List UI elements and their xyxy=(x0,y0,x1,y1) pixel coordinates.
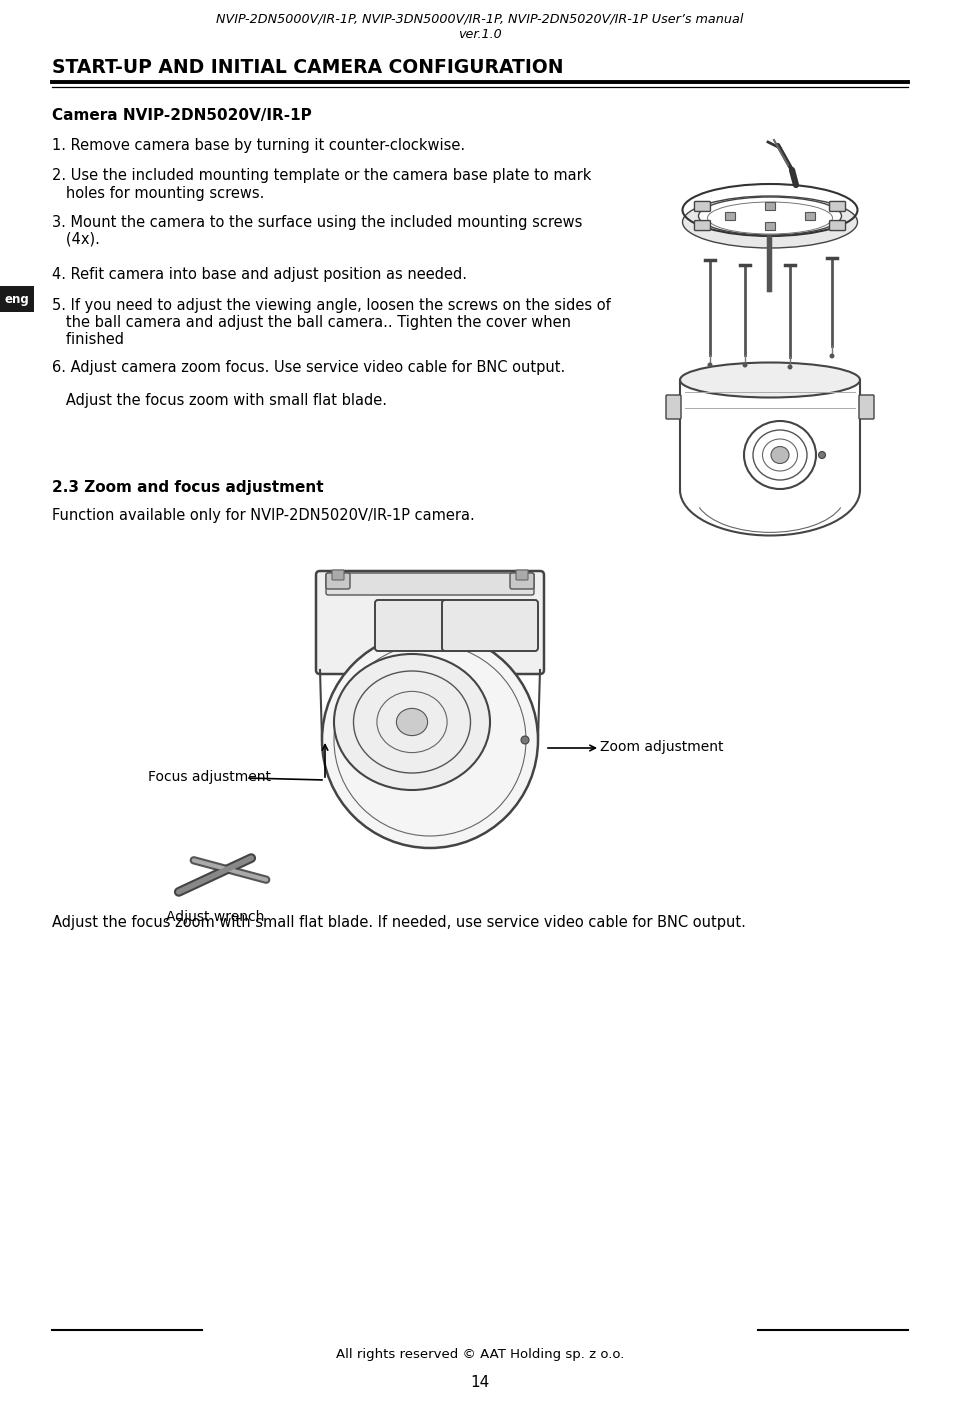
Ellipse shape xyxy=(683,197,857,249)
Ellipse shape xyxy=(699,197,842,235)
FancyBboxPatch shape xyxy=(666,395,681,419)
Text: Focus adjustment: Focus adjustment xyxy=(148,770,271,784)
Bar xyxy=(805,212,815,221)
Circle shape xyxy=(521,736,529,745)
FancyBboxPatch shape xyxy=(442,600,538,651)
Text: Adjust the focus zoom with small flat blade.: Adjust the focus zoom with small flat bl… xyxy=(52,393,387,407)
Text: START-UP AND INITIAL CAMERA CONFIGURATION: START-UP AND INITIAL CAMERA CONFIGURATIO… xyxy=(52,58,564,77)
FancyBboxPatch shape xyxy=(332,570,344,580)
FancyBboxPatch shape xyxy=(326,573,534,594)
Text: 2. Use the included mounting template or the camera base plate to mark: 2. Use the included mounting template or… xyxy=(52,169,591,183)
Text: Function available only for NVIP-2DN5020V/IR-1P camera.: Function available only for NVIP-2DN5020… xyxy=(52,509,475,523)
FancyBboxPatch shape xyxy=(859,395,874,419)
Circle shape xyxy=(819,451,826,458)
Bar xyxy=(725,212,735,221)
Ellipse shape xyxy=(396,708,427,736)
FancyBboxPatch shape xyxy=(316,570,544,674)
Text: NVIP-2DN5000V/IR-1P, NVIP-3DN5000V/IR-1P, NVIP-2DN5020V/IR-1P User’s manual: NVIP-2DN5000V/IR-1P, NVIP-3DN5000V/IR-1P… xyxy=(216,13,744,25)
FancyBboxPatch shape xyxy=(375,600,471,651)
FancyBboxPatch shape xyxy=(510,573,534,589)
Text: Adjust wrench: Adjust wrench xyxy=(166,910,264,924)
Ellipse shape xyxy=(680,362,860,398)
Text: ver.1.0: ver.1.0 xyxy=(458,28,502,41)
Circle shape xyxy=(742,362,748,368)
Ellipse shape xyxy=(322,632,538,849)
FancyBboxPatch shape xyxy=(694,201,710,212)
Circle shape xyxy=(708,362,712,368)
Text: All rights reserved © AAT Holding sp. z o.o.: All rights reserved © AAT Holding sp. z … xyxy=(336,1347,624,1361)
Text: holes for mounting screws.: holes for mounting screws. xyxy=(52,185,264,201)
Circle shape xyxy=(829,354,834,358)
FancyBboxPatch shape xyxy=(829,221,846,230)
Text: Camera NVIP-2DN5020V/IR-1P: Camera NVIP-2DN5020V/IR-1P xyxy=(52,108,312,124)
FancyBboxPatch shape xyxy=(829,201,846,212)
Text: 2.3 Zoom and focus adjustment: 2.3 Zoom and focus adjustment xyxy=(52,481,324,495)
Text: 14: 14 xyxy=(470,1375,490,1390)
FancyBboxPatch shape xyxy=(0,287,34,312)
Ellipse shape xyxy=(334,653,490,790)
Text: finished: finished xyxy=(52,332,124,347)
Text: eng: eng xyxy=(5,292,30,305)
Text: 4. Refit camera into base and adjust position as needed.: 4. Refit camera into base and adjust pos… xyxy=(52,267,467,282)
Text: the ball camera and adjust the ball camera.. Tighten the cover when: the ball camera and adjust the ball came… xyxy=(52,315,571,330)
FancyBboxPatch shape xyxy=(326,573,350,589)
Bar xyxy=(765,202,775,209)
Text: 5. If you need to adjust the viewing angle, loosen the screws on the sides of: 5. If you need to adjust the viewing ang… xyxy=(52,298,611,313)
Bar xyxy=(765,222,775,230)
FancyBboxPatch shape xyxy=(694,221,710,230)
FancyBboxPatch shape xyxy=(516,570,528,580)
Circle shape xyxy=(787,364,793,370)
Ellipse shape xyxy=(771,447,789,464)
Text: 1. Remove camera base by turning it counter-clockwise.: 1. Remove camera base by turning it coun… xyxy=(52,138,466,153)
Text: 3. Mount the camera to the surface using the included mounting screws: 3. Mount the camera to the surface using… xyxy=(52,215,583,230)
Text: Adjust the focus zoom with small flat blade. If needed, use service video cable : Adjust the focus zoom with small flat bl… xyxy=(52,915,746,930)
Text: 6. Adjust camera zoom focus. Use service video cable for BNC output.: 6. Adjust camera zoom focus. Use service… xyxy=(52,360,565,375)
Text: (4x).: (4x). xyxy=(52,232,100,247)
Text: Zoom adjustment: Zoom adjustment xyxy=(600,740,724,754)
